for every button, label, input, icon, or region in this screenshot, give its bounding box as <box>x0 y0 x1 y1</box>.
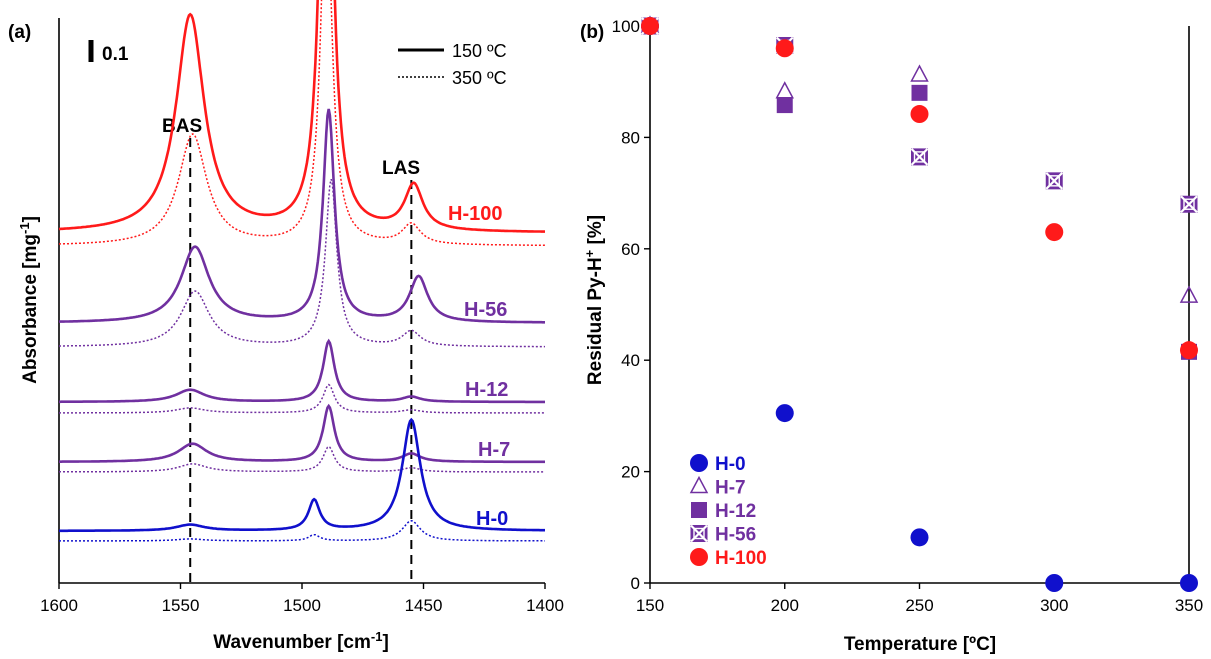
panel-a-x-ticks: 1600 1550 1500 1450 1400 <box>40 583 564 615</box>
panel-a-x-title: Wavenumber [cm-1] <box>213 629 389 654</box>
point-h-100 <box>775 39 794 58</box>
x-tick-label: 150 <box>636 596 664 615</box>
y-tick-label: 20 <box>621 463 640 482</box>
x-tick-label: 300 <box>1040 596 1068 615</box>
spectra-curves <box>58 0 546 542</box>
legend-label-h-12: H-12 <box>715 501 756 522</box>
point-h-0 <box>775 404 794 423</box>
point-h-7 <box>910 64 929 82</box>
series-label-h100: H-100 <box>448 203 502 225</box>
x-tick-label: 250 <box>905 596 933 615</box>
legend-label-h-0: H-0 <box>715 454 746 475</box>
spectrum-h-0-150 <box>59 417 545 533</box>
series-label-h12: H-12 <box>465 379 508 401</box>
panel-b-ticks: 150 200 250 300 350 0 20 40 60 80 100 <box>612 17 1204 615</box>
y-tick-label: 100 <box>612 17 640 36</box>
legend-marker-h-56 <box>690 524 708 543</box>
panel-b-x-title: Temperature [ºC] <box>844 634 996 655</box>
legend-marker-h-7 <box>689 475 709 494</box>
point-h-56 <box>910 148 929 166</box>
point-h-0 <box>1045 574 1064 592</box>
x-tick-label: 1600 <box>40 596 78 615</box>
spectrum-h-0-350 <box>59 520 545 542</box>
series-label-h56: H-56 <box>464 299 507 321</box>
point-h-56 <box>1045 172 1064 190</box>
spectrum-h-12-150 <box>59 338 545 404</box>
panel-b-points <box>640 15 1199 592</box>
las-annotation: LAS <box>382 158 420 179</box>
point-h-100 <box>910 105 929 124</box>
spectrum-h-100-350 <box>58 0 546 247</box>
x-tick-label: 350 <box>1175 596 1203 615</box>
x-tick-label: 200 <box>771 596 799 615</box>
spectrum-h-7-150 <box>59 403 545 464</box>
legend-marker-h-100 <box>690 548 708 566</box>
point-h-7 <box>775 81 794 99</box>
y-tick-label: 60 <box>621 240 640 259</box>
y-tick-label: 0 <box>631 574 640 593</box>
x-tick-label: 1550 <box>162 596 200 615</box>
panel-a-label: (a) <box>8 22 31 43</box>
point-h-100 <box>1180 341 1198 360</box>
spectrum-h-56-350 <box>59 179 545 348</box>
panel-b-label: (b) <box>580 22 604 43</box>
legend-marker-h-0 <box>690 454 708 472</box>
series-label-h7: H-7 <box>478 439 510 461</box>
spectrum-h-100-150 <box>58 0 545 233</box>
panel-b-legend: H-0 H-7H-12 H-56H-100 <box>689 454 767 569</box>
point-h-7 <box>1179 285 1199 303</box>
bas-annotation: BAS <box>162 116 202 137</box>
scale-bar-label: 0.1 <box>102 44 129 65</box>
point-h-0 <box>910 528 929 547</box>
panel-a-spectra: (a) 1600 1550 1500 1450 1400 0.1 150 ºC 350 … <box>8 0 564 653</box>
point-h-0 <box>1180 574 1198 592</box>
spectrum-h-12-350 <box>59 383 545 414</box>
panel-a-y-title: Absorbance [mg-1] <box>17 216 42 384</box>
y-tick-label: 80 <box>621 128 640 147</box>
legend-marker-h-12 <box>691 502 707 518</box>
spectrum-h-7-350 <box>58 445 545 473</box>
point-h-56 <box>1180 195 1198 214</box>
spectrum-h-56-150 <box>58 108 545 324</box>
point-h-12 <box>776 97 793 114</box>
series-label-h0: H-0 <box>476 508 508 530</box>
legend-150-label: 150 ºC <box>452 41 507 61</box>
point-h-12 <box>911 84 928 101</box>
legend-label-h-56: H-56 <box>715 525 756 546</box>
x-tick-label: 1450 <box>405 596 443 615</box>
panel-b-y-title: Residual Py-H+ [%] <box>582 215 607 385</box>
legend-350-label: 350 ºC <box>452 68 507 88</box>
point-h-100 <box>1045 223 1064 242</box>
x-tick-label: 1500 <box>283 596 321 615</box>
legend-label-h-100: H-100 <box>715 548 767 569</box>
x-tick-label: 1400 <box>526 596 564 615</box>
legend-label-h-7: H-7 <box>715 478 746 499</box>
y-tick-label: 40 <box>621 351 640 370</box>
point-h-100 <box>641 17 659 35</box>
